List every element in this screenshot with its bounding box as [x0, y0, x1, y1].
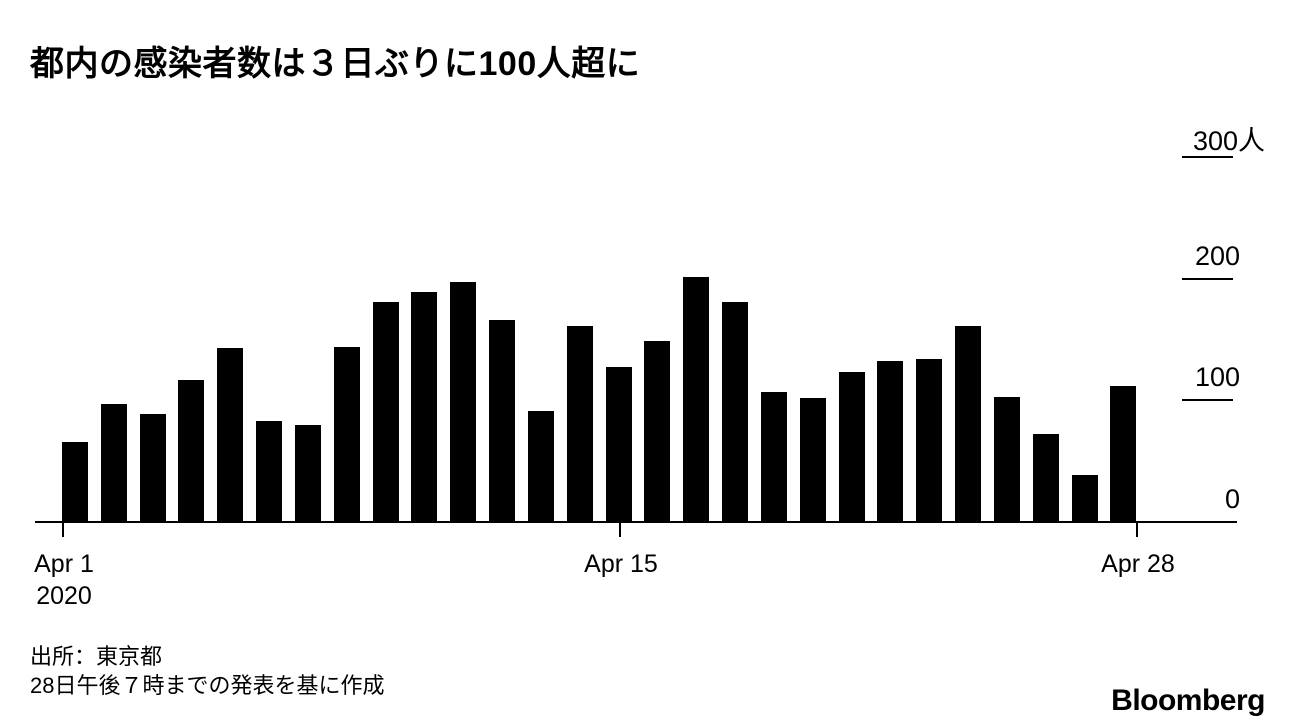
bar-apr-16: [644, 341, 670, 522]
bar-apr-12: [489, 320, 515, 522]
chart-title: 都内の感染者数は３日ぶりに100人超に: [30, 45, 641, 83]
source-note: 28日午後７時までの発表を基に作成: [30, 673, 385, 698]
bar-apr-5: [217, 348, 243, 522]
bar-apr-7: [295, 425, 321, 522]
bar-apr-2: [101, 404, 127, 522]
bar-apr-20: [800, 398, 826, 522]
bar-apr-28: [1110, 386, 1136, 522]
bar-apr-17: [683, 277, 709, 522]
x-tick-apr-28: [1136, 523, 1138, 537]
bar-apr-4: [178, 380, 204, 522]
bar-apr-22: [877, 361, 903, 522]
y-tick-label-0: 0: [1224, 484, 1240, 514]
bar-apr-23: [916, 359, 942, 522]
x-tick-label-apr-1: Apr 1: [34, 550, 94, 578]
y-tick-line-100: [1182, 399, 1233, 401]
y-tick-label-300: 300人: [1192, 126, 1265, 156]
bar-apr-19: [761, 392, 787, 522]
bar-apr-14: [567, 326, 593, 522]
bar-apr-11: [450, 282, 476, 522]
bar-apr-3: [140, 414, 166, 522]
bar-apr-27: [1072, 475, 1098, 522]
x-tick-label-apr-28: Apr 28: [1101, 550, 1175, 578]
bar-apr-18: [722, 302, 748, 522]
x-tick-apr-1: [62, 523, 64, 537]
x-tick-label-apr-15: Apr 15: [584, 550, 658, 578]
bar-apr-13: [528, 411, 554, 522]
bar-apr-21: [839, 372, 865, 522]
bar-apr-15: [606, 367, 632, 522]
bar-apr-24: [955, 326, 981, 522]
x-axis-year-label: 2020: [36, 582, 92, 610]
bar-apr-6: [256, 421, 282, 522]
bar-apr-25: [994, 397, 1020, 522]
y-tick-line-300: [1182, 156, 1233, 158]
bar-apr-26: [1033, 434, 1059, 522]
bloomberg-logo: Bloomberg: [1111, 684, 1265, 717]
source-line: 出所：東京都: [30, 644, 163, 669]
bar-apr-1: [62, 442, 88, 522]
source-block: 出所：東京都 28日午後７時までの発表を基に作成: [30, 642, 384, 700]
x-tick-apr-15: [619, 523, 621, 537]
y-tick-line-200: [1182, 278, 1233, 280]
bar-apr-8: [334, 347, 360, 522]
bar-apr-10: [411, 292, 437, 522]
y-tick-label-200: 200: [1194, 241, 1240, 271]
x-axis-line: [35, 521, 1237, 523]
y-tick-label-100: 100: [1194, 362, 1240, 392]
bar-apr-9: [373, 302, 399, 522]
